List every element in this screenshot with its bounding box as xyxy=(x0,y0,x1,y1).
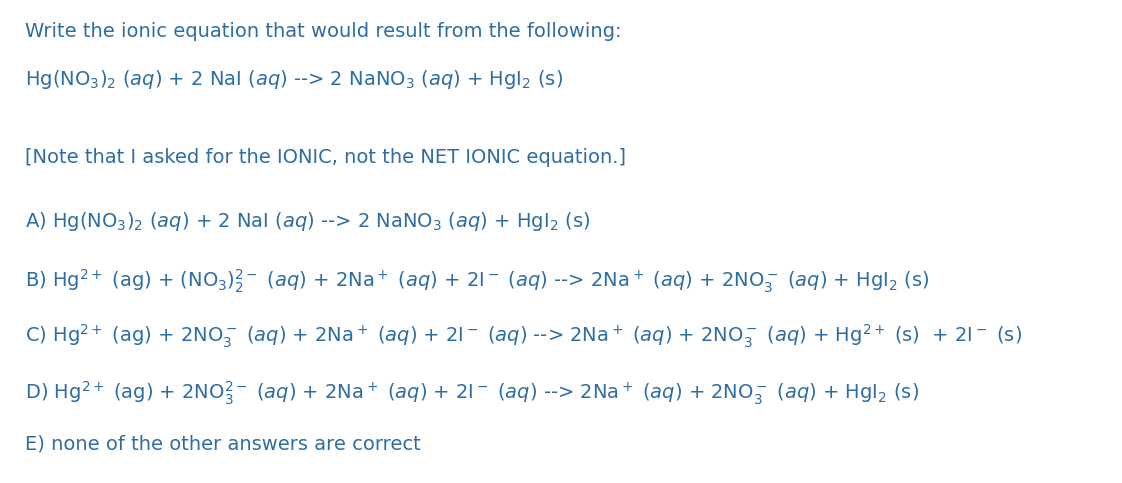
Text: [Note that I asked for the IONIC, not the NET IONIC equation.]: [Note that I asked for the IONIC, not th… xyxy=(25,148,626,167)
Text: Write the ionic equation that would result from the following:: Write the ionic equation that would resu… xyxy=(25,22,622,41)
Text: C) Hg$^{2+}$ (ag) + 2NO$_3^-$ ($aq$) + 2Na$^+$ ($aq$) + 2I$^-$ ($aq$) --> 2Na$^+: C) Hg$^{2+}$ (ag) + 2NO$_3^-$ ($aq$) + 2… xyxy=(25,323,1022,350)
Text: Hg(NO$_3$)$_2$ ($aq$) + 2 NaI ($aq$) --> 2 NaNO$_3$ ($aq$) + HgI$_2$ (s): Hg(NO$_3$)$_2$ ($aq$) + 2 NaI ($aq$) -->… xyxy=(25,68,563,91)
Text: B) Hg$^{2+}$ (ag) + (NO$_3$)$_2^{2-}$ ($aq$) + 2Na$^+$ ($aq$) + 2I$^-$ ($aq$) --: B) Hg$^{2+}$ (ag) + (NO$_3$)$_2^{2-}$ ($… xyxy=(25,268,930,296)
Text: E) none of the other answers are correct: E) none of the other answers are correct xyxy=(25,435,421,454)
Text: A) Hg(NO$_3$)$_2$ ($aq$) + 2 NaI ($aq$) --> 2 NaNO$_3$ ($aq$) + HgI$_2$ (s): A) Hg(NO$_3$)$_2$ ($aq$) + 2 NaI ($aq$) … xyxy=(25,210,590,233)
Text: D) Hg$^{2+}$ (ag) + 2NO$_3^{2-}$ ($aq$) + 2Na$^+$ ($aq$) + 2I$^-$ ($aq$) --> 2Na: D) Hg$^{2+}$ (ag) + 2NO$_3^{2-}$ ($aq$) … xyxy=(25,380,919,407)
